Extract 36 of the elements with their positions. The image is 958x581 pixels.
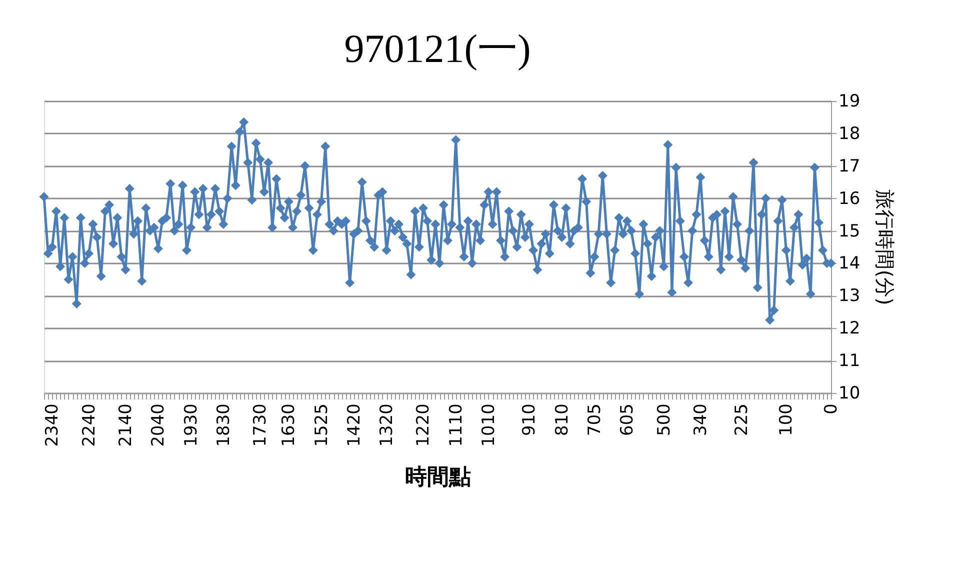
x-tick-label: 225 [732,404,752,436]
x-tick-label: 500 [654,404,674,436]
x-tick-label: 2240 [79,404,100,447]
x-tick-label: 100 [776,404,797,436]
y-tick-label: 11 [838,351,860,372]
y-axis-title: 旅行時間(分) [873,190,898,306]
x-tick-label: 1930 [181,404,202,447]
y-tick-label: 13 [838,286,860,306]
x-tick-label: 605 [618,404,638,436]
x-tick-label: 1220 [414,404,434,447]
y-tick-label: 19 [838,92,860,112]
x-axis-title: 時間點 [405,464,471,490]
y-tick-label: 10 [838,384,860,404]
x-tick-label: 2340 [42,404,63,447]
y-tick-label: 14 [838,254,860,274]
chart-title: 970121(一) [344,26,531,71]
y-tick-label: 16 [838,188,860,209]
x-tick-label: 2040 [148,404,169,447]
x-tick-label: 1110 [446,404,466,447]
x-tick-label: 1730 [250,404,271,447]
x-tick-label: 2140 [116,404,136,447]
y-tick-label: 15 [838,221,860,242]
x-tick-label: 1320 [377,404,398,447]
x-tick-label: 1630 [279,404,300,447]
x-tick-label: 1525 [312,404,332,447]
x-tick-label: 340 [691,404,712,436]
x-tick-label: 705 [584,404,605,436]
x-tick-label: 0 [822,404,842,414]
y-tick-label: 12 [838,318,860,339]
x-tick-label: 810 [552,404,572,436]
x-tick-label: 910 [520,404,540,436]
x-tick-label: 1830 [214,404,234,447]
x-tick-label: 1420 [344,404,364,447]
y-tick-label: 17 [838,156,860,176]
x-tick-label: 1010 [478,404,499,447]
y-tick-label: 18 [838,124,860,144]
